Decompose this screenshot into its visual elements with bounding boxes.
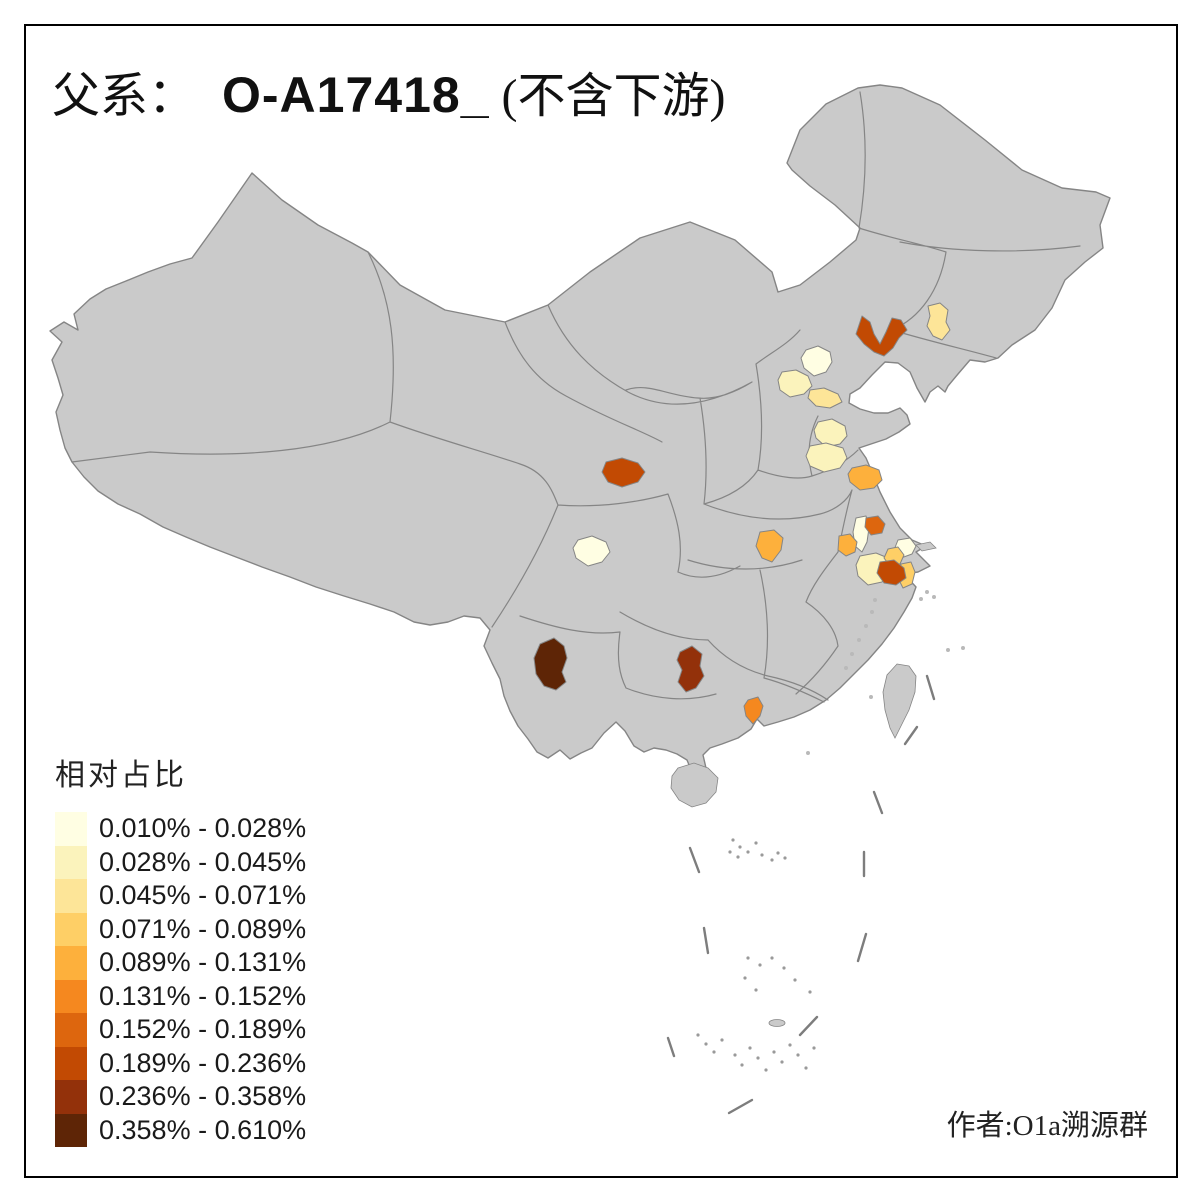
region-southwest-shandong: [805, 442, 848, 473]
taiwan-island: [882, 663, 917, 739]
legend-row: 0.152% - 0.189%: [55, 1013, 306, 1047]
plot-frame: [24, 24, 1178, 1178]
legend-row: 0.089% - 0.131%: [55, 946, 306, 980]
legend-label: 0.236% - 0.358%: [99, 1081, 307, 1112]
legend-swatch: [55, 812, 87, 846]
region-central-liaoning: [926, 302, 951, 341]
legend-row: 0.236% - 0.358%: [55, 1080, 306, 1114]
region-central-hebei: [777, 369, 813, 398]
legend-swatch: [55, 979, 87, 1013]
legend-label: 0.152% - 0.189%: [99, 1014, 307, 1045]
legend-label: 0.010% - 0.028%: [99, 813, 307, 844]
region-west-liaoning: [855, 315, 908, 357]
colored-regions: [533, 302, 951, 725]
islands: [670, 541, 965, 1072]
legend-row: 0.028% - 0.045%: [55, 845, 307, 879]
region-central-yunnan: [533, 637, 568, 691]
region-beijing: [800, 345, 833, 377]
legend-swatch: [55, 1080, 87, 1114]
region-west-guangdong: [743, 696, 764, 725]
legend-row: 0.045% - 0.071%: [55, 879, 306, 913]
region-east-hubei: [755, 529, 784, 563]
legend-swatch: [55, 946, 87, 980]
region-nanjing-jiangsu: [837, 533, 858, 557]
legend-swatch: [55, 1013, 87, 1047]
region-southeast-gansu: [601, 457, 646, 488]
legend-swatch: [55, 1113, 87, 1147]
nine-dash-line: [666, 674, 936, 1115]
region-southeast-guizhou: [676, 645, 705, 693]
region-chengdu-sichuan: [572, 535, 611, 567]
legend-row: 0.189% - 0.236%: [55, 1046, 307, 1080]
region-tianjin: [807, 387, 843, 409]
paracel-islets: [728, 838, 787, 862]
legend-label: 0.089% - 0.131%: [99, 947, 307, 978]
legend-row: 0.071% - 0.089%: [55, 912, 307, 946]
region-north-jiangsu: [847, 464, 883, 491]
legend-swatch: [55, 912, 87, 946]
legend-row: 0.131% - 0.152%: [55, 979, 307, 1013]
legend-swatch: [55, 879, 87, 913]
legend-title: 相对占比: [55, 759, 187, 792]
title-prefix: 父系：: [52, 70, 197, 123]
legend-label: 0.358% - 0.610%: [99, 1114, 307, 1145]
region-north-zhejiang: [876, 559, 907, 586]
legend-row: 0.358% - 0.610%: [55, 1113, 307, 1147]
legend-label: 0.071% - 0.089%: [99, 913, 307, 944]
legend-label: 0.045% - 0.071%: [99, 880, 307, 911]
legend-label: 0.189% - 0.236%: [99, 1047, 307, 1078]
legend-swatch: [55, 1046, 87, 1080]
title-haplogroup: O-A17418_: [222, 67, 490, 123]
spratly-islets: [696, 956, 816, 1072]
south-sea-islet: [768, 1019, 786, 1027]
hainan-island: [670, 762, 719, 808]
region-taizhou-jiangsu: [864, 515, 886, 536]
chongming-island: [915, 541, 937, 552]
legend-label: 0.131% - 0.152%: [99, 980, 307, 1011]
author-credit: 作者:O1a溯源群: [946, 1110, 1148, 1142]
title-suffix: (不含下游): [501, 70, 726, 123]
region-north-shandong: [813, 418, 848, 448]
page-title: 父系： O-A17418_ (不含下游): [52, 56, 726, 126]
legend: 相对占比 0.010% - 0.028% 0.028% - 0.045% 0.0…: [55, 750, 306, 1147]
coastal-islets: [806, 590, 965, 755]
legend-row: 0.010% - 0.028%: [55, 812, 306, 846]
legend-swatch: [55, 845, 87, 879]
legend-label: 0.028% - 0.045%: [99, 846, 307, 877]
